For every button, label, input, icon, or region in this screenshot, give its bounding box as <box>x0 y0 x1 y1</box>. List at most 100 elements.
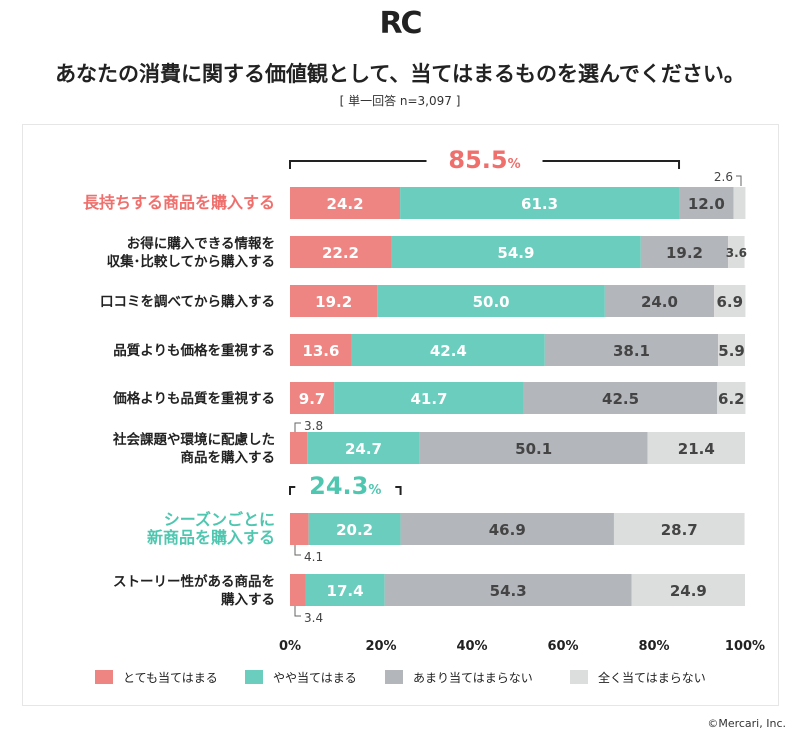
data-label: 2.6 <box>714 170 733 184</box>
category-label: 長持ちする商品を購入する <box>83 193 275 212</box>
x-tick-label: 0% <box>279 639 301 654</box>
legend-swatch <box>385 670 403 684</box>
bracket-left <box>289 160 427 169</box>
bar-segment <box>290 236 392 268</box>
bar-segment <box>523 382 718 414</box>
data-label: 41.7 <box>410 390 447 408</box>
chart-subtitle: [ 単一回答 n=3,097 ] <box>339 94 461 108</box>
bracket-left <box>289 486 296 495</box>
bar-segment <box>400 513 614 545</box>
x-tick-label: 60% <box>547 639 578 654</box>
data-label: 42.4 <box>430 342 467 360</box>
category-label: お得に購入できる情報を <box>127 235 275 252</box>
data-label: 21.4 <box>678 440 715 458</box>
category-label: 口コミを調べてから購入する <box>100 293 275 310</box>
category-label: 品質よりも価格を重視する <box>113 342 275 359</box>
bar-segment <box>419 432 648 464</box>
bar-segment <box>631 574 745 606</box>
bar-segment <box>290 382 335 414</box>
bar-segment <box>307 432 420 464</box>
bracket-right <box>542 160 681 169</box>
x-tick-label: 40% <box>456 639 487 654</box>
category-label: 収集･比較してから購入する <box>107 253 275 270</box>
leader-line <box>294 606 301 617</box>
data-label: 5.9 <box>718 342 745 360</box>
legend-swatch <box>245 670 263 684</box>
data-label: 42.5 <box>602 390 639 408</box>
copyright: ©Mercari, Inc. <box>707 717 786 730</box>
bar-segment <box>290 432 308 464</box>
data-label: 61.3 <box>521 195 558 213</box>
bar-segment <box>613 513 745 545</box>
bar-segment <box>679 187 734 219</box>
data-label: 12.0 <box>688 195 725 213</box>
data-label: 4.1 <box>304 550 323 564</box>
data-label: 28.7 <box>661 521 698 539</box>
bar-segment <box>334 382 524 414</box>
data-label: 24.2 <box>327 195 364 213</box>
bar-segment <box>717 382 746 414</box>
data-label: 46.9 <box>489 521 526 539</box>
bracket-right <box>395 486 402 495</box>
bar-segment <box>290 334 352 366</box>
bar-segment <box>290 187 401 219</box>
bar-segment <box>290 574 306 606</box>
bar-segment <box>400 187 680 219</box>
data-label: 24.7 <box>345 440 382 458</box>
bar-segment <box>640 236 729 268</box>
bar-segment <box>647 432 745 464</box>
logo: RC <box>379 6 422 41</box>
category-label: 価格よりも品質を重視する <box>112 390 275 407</box>
leader-line <box>736 175 742 186</box>
chart-panel <box>22 124 779 706</box>
bar-segment <box>391 236 641 268</box>
bar-segment <box>290 513 309 545</box>
chart-title: あなたの消費に関する価値観として、当てはまるものを選んでください。 <box>55 62 745 86</box>
data-label: 50.0 <box>473 293 510 311</box>
bar-segment <box>544 334 719 366</box>
category-label: 新商品を購入する <box>147 528 275 547</box>
annotation-unit: % <box>508 157 521 172</box>
category-label: 社会課題や環境に配慮した <box>112 431 275 448</box>
data-label: 3.4 <box>304 611 323 625</box>
data-label: 3.8 <box>304 419 323 433</box>
bar-segment <box>377 285 605 317</box>
data-label: 19.2 <box>315 293 352 311</box>
bar-segment <box>308 513 401 545</box>
bar-segment <box>714 285 746 317</box>
bar-segment <box>290 285 378 317</box>
data-label: 20.2 <box>336 521 373 539</box>
data-label: 6.2 <box>718 390 745 408</box>
annotation-unit: % <box>368 483 381 498</box>
leader-line <box>294 422 301 432</box>
bar-segment <box>733 187 746 219</box>
leader-line <box>294 545 301 556</box>
data-label: 50.1 <box>515 440 552 458</box>
category-label: 購入する <box>220 591 275 608</box>
data-label: 38.1 <box>613 342 650 360</box>
data-label: 54.9 <box>497 244 534 262</box>
data-label: 6.9 <box>716 293 743 311</box>
bar-segment <box>384 574 632 606</box>
data-label: 9.7 <box>299 390 326 408</box>
data-label: 3.6 <box>726 246 747 260</box>
data-label: 17.4 <box>327 582 364 600</box>
bar-segment <box>604 285 715 317</box>
x-tick-label: 20% <box>365 639 396 654</box>
data-label: 54.3 <box>490 582 527 600</box>
data-label: 24.0 <box>641 293 678 311</box>
annotation-total: 24.3% <box>309 472 381 500</box>
bar-segment <box>718 334 745 366</box>
data-label: 22.2 <box>322 244 359 262</box>
x-tick-label: 100% <box>725 639 765 654</box>
bar-segment <box>305 574 385 606</box>
legend-label: やや当てはまる <box>273 671 357 685</box>
bar-segment <box>728 236 745 268</box>
legend-swatch <box>95 670 113 684</box>
category-label: シーズンごとに <box>164 510 275 529</box>
legend-swatch <box>570 670 588 684</box>
annotation-total: 85.5% <box>448 146 520 174</box>
x-tick-label: 80% <box>638 639 669 654</box>
legend-label: 全く当てはまらない <box>598 670 706 685</box>
